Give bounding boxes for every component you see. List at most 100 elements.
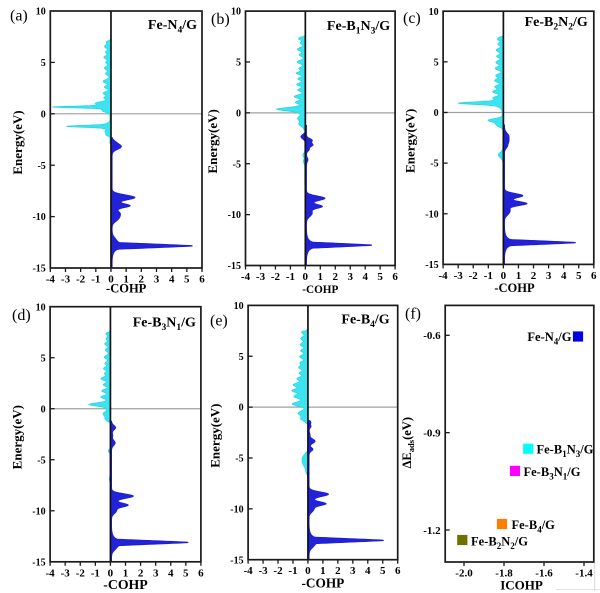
svg-text:4: 4 — [362, 271, 368, 283]
svg-text:Fe-N4/G: Fe-N4/G — [148, 18, 197, 36]
svg-text:5: 5 — [434, 57, 439, 68]
svg-text:-15: -15 — [425, 260, 438, 271]
svg-text:-2: -2 — [76, 567, 86, 579]
svg-text:3: 3 — [153, 567, 159, 579]
svg-text:6: 6 — [591, 270, 597, 282]
svg-text:-1: -1 — [91, 274, 100, 286]
svg-text:(b): (b) — [211, 11, 230, 28]
svg-text:-1.2: -1.2 — [423, 525, 441, 537]
svg-text:-10: -10 — [32, 212, 45, 223]
svg-text:Fe-B4/G: Fe-B4/G — [341, 312, 389, 330]
svg-text:-10: -10 — [228, 210, 241, 221]
svg-text:-15: -15 — [230, 555, 243, 566]
svg-text:0: 0 — [236, 109, 241, 120]
svg-text:-0.6: -0.6 — [423, 330, 441, 342]
svg-text:10: 10 — [36, 7, 46, 18]
svg-text:10: 10 — [429, 7, 439, 18]
svg-text:10: 10 — [231, 7, 241, 18]
svg-text:Fe-B1N3/G: Fe-B1N3/G — [537, 443, 594, 460]
svg-text:2: 2 — [333, 271, 339, 283]
svg-text:-3: -3 — [259, 565, 269, 577]
svg-text:-2: -2 — [273, 565, 283, 577]
svg-text:5: 5 — [380, 565, 386, 577]
svg-text:Fe-B3N1/G: Fe-B3N1/G — [133, 316, 196, 334]
svg-text:3: 3 — [154, 274, 160, 286]
svg-text:-4: -4 — [46, 274, 56, 286]
svg-text:-5: -5 — [233, 159, 241, 170]
svg-text:-15: -15 — [32, 557, 45, 568]
svg-text:4: 4 — [169, 274, 175, 286]
svg-text:-10: -10 — [32, 506, 45, 517]
svg-text:3: 3 — [347, 271, 353, 283]
svg-text:-3: -3 — [61, 274, 71, 286]
svg-text:-2.0: -2.0 — [455, 568, 473, 580]
svg-text:1: 1 — [320, 565, 326, 577]
svg-text:Energy(eV): Energy(eV) — [10, 110, 25, 174]
svg-text:-1: -1 — [91, 567, 100, 579]
svg-text:-3: -3 — [61, 567, 71, 579]
svg-text:-5: -5 — [37, 161, 45, 172]
svg-text:-5: -5 — [430, 159, 438, 170]
svg-text:Fe-B4/G: Fe-B4/G — [512, 518, 556, 535]
svg-text:Fe-B2N2/G: Fe-B2N2/G — [471, 535, 528, 552]
svg-text:(d): (d) — [12, 307, 31, 324]
svg-text:0: 0 — [239, 403, 244, 414]
svg-text:5: 5 — [377, 271, 383, 283]
svg-text:-2: -2 — [76, 274, 86, 286]
svg-text:Fe-B3N1/G: Fe-B3N1/G — [524, 465, 581, 482]
svg-text:-10: -10 — [230, 504, 243, 515]
svg-text:-COHP: -COHP — [103, 577, 148, 592]
svg-text:-COHP: -COHP — [302, 284, 338, 296]
svg-text:0: 0 — [501, 270, 507, 282]
svg-text:-1: -1 — [484, 270, 493, 282]
svg-text:-10: -10 — [425, 209, 438, 220]
svg-text:-5: -5 — [37, 455, 45, 466]
svg-text:-2: -2 — [271, 271, 281, 283]
svg-text:(e): (e) — [210, 313, 228, 330]
svg-text:4: 4 — [168, 567, 174, 579]
svg-text:3: 3 — [546, 270, 552, 282]
svg-text:5: 5 — [41, 353, 46, 364]
svg-text:6: 6 — [198, 567, 204, 579]
svg-text:3: 3 — [350, 565, 356, 577]
svg-text:1: 1 — [123, 567, 129, 579]
svg-text:5: 5 — [184, 274, 190, 286]
svg-text:6: 6 — [392, 271, 398, 283]
svg-text:10: 10 — [36, 302, 46, 313]
svg-text:-3: -3 — [256, 271, 266, 283]
svg-text:2: 2 — [335, 565, 341, 577]
svg-text:5: 5 — [576, 270, 582, 282]
svg-text:2: 2 — [531, 270, 537, 282]
svg-text:-COHP: -COHP — [494, 281, 535, 295]
svg-text:-1: -1 — [286, 271, 295, 283]
svg-text:Energy(eV): Energy(eV) — [10, 405, 25, 469]
svg-text:0: 0 — [303, 271, 309, 283]
svg-text:6: 6 — [199, 274, 205, 286]
svg-text:(a): (a) — [10, 8, 28, 25]
svg-text:(f): (f) — [405, 306, 421, 323]
svg-text:4: 4 — [365, 565, 371, 577]
svg-text:4: 4 — [561, 270, 567, 282]
svg-text:2: 2 — [138, 567, 144, 579]
svg-text:0: 0 — [41, 404, 46, 415]
svg-text:5: 5 — [239, 352, 244, 363]
svg-text:-COHP: -COHP — [301, 576, 344, 591]
svg-text:0: 0 — [41, 109, 46, 120]
svg-text:1: 1 — [123, 274, 129, 286]
svg-text:-4: -4 — [244, 565, 254, 577]
svg-text:-5: -5 — [235, 454, 243, 465]
svg-text:0: 0 — [108, 274, 114, 286]
svg-text:-3: -3 — [454, 270, 464, 282]
svg-text:0: 0 — [434, 108, 439, 119]
svg-text:(c): (c) — [403, 10, 421, 27]
svg-text:-15: -15 — [228, 261, 241, 272]
svg-text:-4: -4 — [46, 567, 56, 579]
svg-text:0: 0 — [108, 567, 114, 579]
svg-text:-1: -1 — [288, 565, 297, 577]
svg-text:5: 5 — [41, 58, 46, 69]
svg-text:1: 1 — [516, 270, 522, 282]
svg-text:ΔEads(eV): ΔEads(eV) — [400, 417, 416, 468]
svg-text:Fe-B2N2/G: Fe-B2N2/G — [525, 15, 588, 33]
svg-text:-0.9: -0.9 — [423, 428, 441, 440]
svg-text:2: 2 — [139, 274, 145, 286]
